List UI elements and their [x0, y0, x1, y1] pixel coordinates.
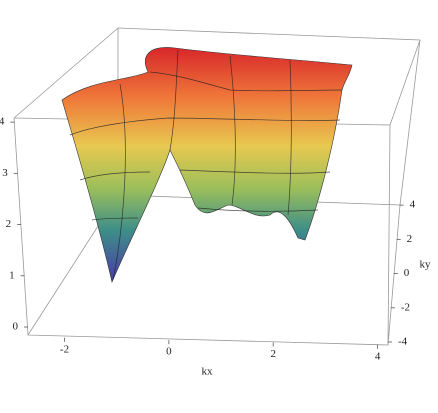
- y-tick-label: -2: [401, 301, 410, 313]
- y-tick-label: 0: [404, 267, 410, 279]
- z-tick-label: 1: [9, 269, 15, 281]
- z-tick-label: 0: [13, 321, 19, 333]
- y-tick-label: -4: [398, 336, 408, 348]
- x-tick-label: 4: [375, 350, 381, 362]
- y-axis-label: ky: [420, 259, 432, 271]
- x-tick-label: 2: [270, 348, 276, 360]
- x-axis-label: kx: [202, 366, 214, 378]
- x-tick-label: -2: [60, 343, 69, 355]
- x-tick-label: 0: [166, 346, 172, 358]
- z-tick-label: 4: [0, 116, 5, 128]
- z-tick-label: 2: [6, 218, 12, 230]
- surface: [61, 47, 353, 283]
- y-tick-label: 2: [407, 233, 413, 245]
- y-tick-label: 4: [410, 199, 416, 211]
- z-tick-label: 3: [2, 167, 8, 179]
